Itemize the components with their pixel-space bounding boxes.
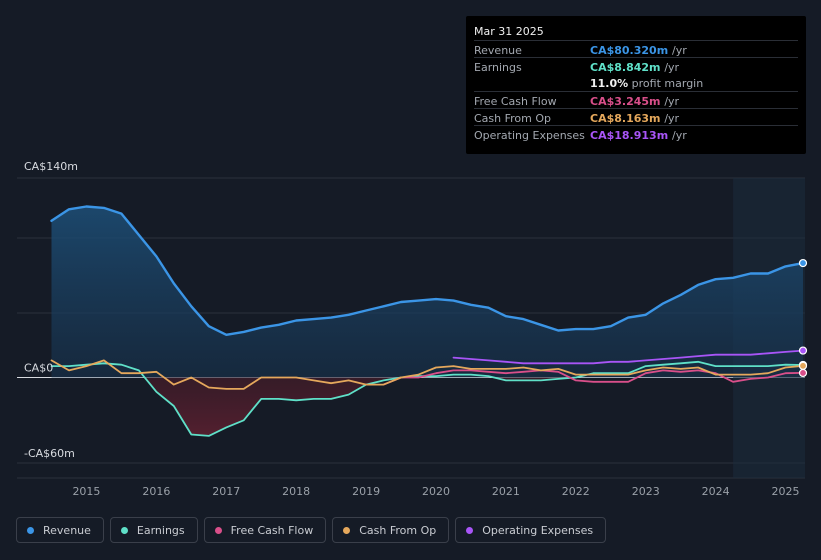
tooltip-unit: /yr (672, 129, 687, 142)
revenue-endpoint (798, 258, 808, 268)
x-tick-label: 2015 (72, 485, 100, 498)
cash-from-op-line (50, 359, 804, 390)
operating-expenses-endpoint (798, 346, 808, 355)
tooltip-row-revenue: Revenue CA$80.320m /yr (474, 40, 798, 58)
revenue-line (50, 205, 805, 336)
legend-label: Earnings (136, 523, 185, 537)
tooltip-unit: /yr (672, 44, 687, 57)
tooltip-value: CA$80.320m (590, 44, 669, 57)
profit-margin-value: 11.0% (590, 77, 629, 90)
x-tick-label: 2025 (772, 485, 800, 498)
tooltip-unit: /yr (664, 112, 680, 125)
legend-dot-icon (214, 526, 222, 534)
x-tick-label: 2018 (282, 485, 310, 498)
legend-item-earnings[interactable]: Earnings (109, 517, 198, 543)
revenue-area (51, 206, 803, 378)
tooltip-unit: /yr (664, 61, 680, 74)
free-cash-flow-endpoint (798, 368, 808, 378)
tooltip-label: Cash From Op (474, 112, 552, 125)
tooltip-label: Earnings (474, 61, 522, 74)
legend-label: Cash From Op (359, 523, 437, 537)
x-tick-label: 2022 (562, 485, 590, 498)
legend-item-cash-from-op[interactable]: Cash From Op (332, 517, 450, 543)
x-tick-label: 2023 (632, 485, 660, 498)
legend-label: Revenue (43, 523, 91, 537)
cash-from-op-endpoint (798, 361, 808, 370)
profit-margin-label: profit margin (631, 77, 704, 90)
tooltip-row-earnings: Earnings CA$8.842m /yr (474, 57, 798, 75)
tooltip-row-operating-expenses: Operating Expenses CA$18.913m /yr (474, 125, 798, 143)
tooltip: Mar 31 2025 Revenue CA$80.320m /yr Earni… (466, 16, 806, 154)
y-axis-label: CA$140m (24, 160, 78, 173)
x-tick-label: 2021 (492, 485, 520, 498)
legend-label: Free Cash Flow (230, 523, 314, 537)
tooltip-label: Free Cash Flow (474, 95, 557, 108)
tooltip-row-free-cash-flow: Free Cash Flow CA$3.245m /yr (474, 91, 798, 109)
tooltip-label: Revenue (474, 44, 522, 57)
tooltip-value: CA$3.245m (590, 95, 661, 108)
x-tick-label: 2017 (212, 485, 240, 498)
tooltip-value: CA$18.913m (590, 129, 669, 142)
tooltip-value: CA$8.163m (590, 112, 661, 125)
tooltip-value: CA$8.842m (590, 61, 661, 74)
x-tick-label: 2024 (702, 485, 730, 498)
legend-dot-icon (343, 526, 351, 534)
tooltip-row-cash-from-op: Cash From Op CA$8.163m /yr (474, 108, 798, 126)
x-tick-label: 2019 (352, 485, 380, 498)
operating-expenses-line (452, 349, 804, 365)
y-axis-label: CA$0 (24, 362, 53, 375)
tooltip-date: Mar 31 2025 (474, 25, 544, 38)
tooltip-unit: /yr (664, 95, 680, 108)
tooltip-row-margin: 11.0% profit margin (474, 74, 798, 91)
legend-item-operating-expenses[interactable]: Operating Expenses (455, 517, 607, 543)
legend-label: Operating Expenses (482, 523, 594, 537)
legend-item-free-cash-flow[interactable]: Free Cash Flow (203, 517, 327, 543)
tooltip-label: Operating Expenses (474, 129, 585, 142)
legend-dot-icon (466, 526, 474, 534)
legend-dot-icon (27, 526, 34, 534)
legend-item-revenue[interactable]: Revenue (16, 517, 104, 543)
x-tick-label: 2016 (142, 485, 170, 498)
y-axis-label: -CA$60m (24, 447, 75, 460)
legend: Revenue Earnings Free Cash Flow Cash Fro… (16, 517, 607, 545)
legend-dot-icon (120, 526, 128, 534)
chart: CA$140m CA$0 -CA$60m 2015 2016 2017 2018 2019 20… (17, 160, 808, 498)
free-cash-flow-line (382, 369, 804, 386)
x-tick-label: 2020 (422, 485, 450, 498)
